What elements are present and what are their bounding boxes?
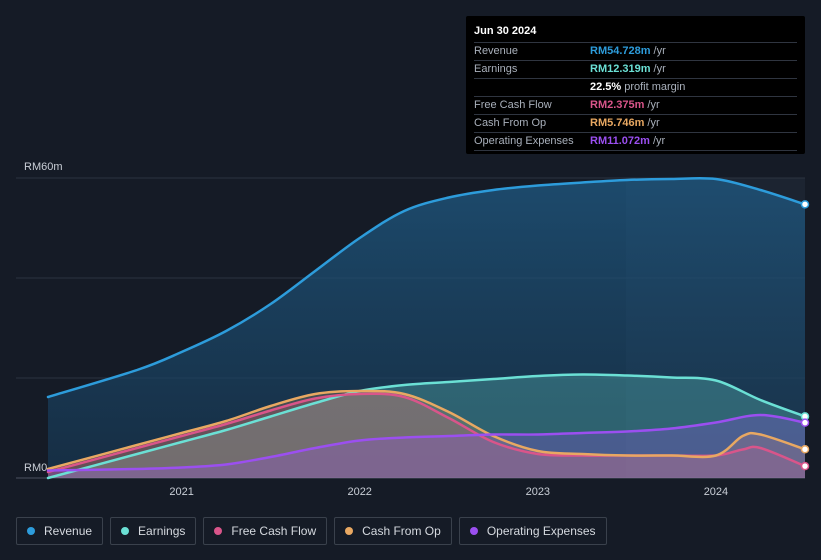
tooltip-row: Free Cash Flow RM2.375m/yr: [474, 97, 797, 115]
marker-cash-from-op: [800, 445, 810, 454]
legend-item-earnings[interactable]: Earnings: [110, 517, 197, 545]
tooltip-label: [474, 79, 590, 96]
marker-free-cash-flow: [800, 461, 810, 471]
tooltip-value: RM2.375m: [590, 99, 645, 111]
line-earnings: [46, 373, 807, 480]
area-revenue: [48, 178, 805, 479]
tooltip-unit: /yr: [647, 99, 660, 111]
legend-label: Earnings: [138, 524, 186, 538]
marker-operating-expenses: [800, 418, 810, 427]
legend-label: Operating Expenses: [486, 524, 596, 538]
tooltip-label: Earnings: [474, 63, 518, 75]
tooltip: Jun 30 2024 Revenue RM54.728m/yr Earnings R…: [466, 16, 805, 154]
tooltip-label: Revenue: [474, 45, 519, 57]
legend-item-cash-from-op[interactable]: Cash From Op: [334, 517, 452, 545]
legend: Revenue Earnings Free Cash Flow Cash From O…: [16, 517, 607, 547]
line-cash-from-op: [46, 389, 807, 471]
legend-dot-icon: [214, 527, 223, 535]
tooltip-value: RM12.319m: [590, 63, 651, 75]
line-operating-expenses: [46, 413, 807, 472]
legend-item-revenue[interactable]: Revenue: [16, 517, 104, 545]
tooltip-unit: /yr: [653, 45, 666, 57]
legend-dot-icon: [469, 527, 478, 535]
tooltip-unit: /yr: [653, 63, 666, 75]
tooltip-value: RM54.728m: [590, 45, 651, 57]
tooltip-value: RM5.746m: [590, 117, 645, 129]
x-tick-label: 2024: [704, 486, 728, 498]
legend-label: Free Cash Flow: [231, 524, 317, 538]
x-tick-label: 2022: [347, 486, 371, 498]
tooltip-row: Earnings RM12.319m/yr: [474, 61, 797, 79]
marker-revenue: [800, 200, 810, 209]
tooltip-row: Cash From Op RM5.746m/yr: [474, 115, 797, 133]
tooltip-date: Jun 30 2024: [474, 22, 797, 43]
legend-label: Cash From Op: [362, 524, 441, 538]
tooltip-row: Operating Expenses RM11.072m/yr: [474, 133, 797, 151]
legend-label: Revenue: [44, 524, 93, 538]
tooltip-value: RM11.072m: [590, 135, 650, 147]
tooltip-unit: /yr: [647, 117, 660, 129]
legend-dot-icon: [345, 527, 354, 535]
x-tick-label: 2021: [169, 486, 193, 498]
tooltip-label: Operating Expenses: [474, 135, 574, 147]
legend-item-free-cash-flow[interactable]: Free Cash Flow: [203, 517, 328, 545]
y-tick-label: RM60m: [24, 161, 63, 173]
y-tick-label: RM0: [24, 462, 47, 474]
line-revenue: [46, 176, 807, 399]
area-earnings: [48, 374, 805, 478]
area-operating-expenses: [48, 414, 805, 478]
x-tick-label: 2023: [526, 486, 550, 498]
tooltip-value: 22.5%: [590, 81, 622, 93]
tooltip-unit: profit margin: [624, 81, 686, 93]
legend-dot-icon: [121, 527, 130, 535]
legend-item-operating-expenses[interactable]: Operating Expenses: [458, 517, 607, 545]
legend-dot-icon: [27, 527, 35, 535]
tooltip-label: Free Cash Flow: [474, 99, 552, 111]
tooltip-unit: /yr: [652, 135, 666, 147]
tooltip-row: 22.5% profit margin: [474, 79, 797, 97]
tooltip-row: Revenue RM54.728m/yr: [474, 43, 797, 61]
tooltip-label: Cash From Op: [474, 117, 547, 129]
